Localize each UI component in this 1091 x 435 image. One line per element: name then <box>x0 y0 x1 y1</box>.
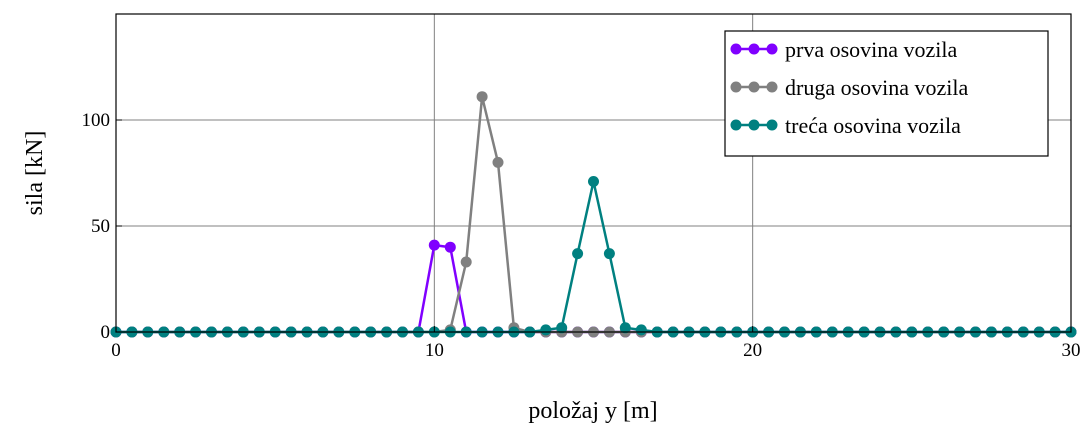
x-tick-label: 0 <box>111 340 121 361</box>
legend-swatch-marker <box>748 81 760 93</box>
data-point <box>588 176 599 187</box>
data-point <box>428 239 440 251</box>
legend-label: prva osovina vozila <box>785 37 958 62</box>
legend-label: treća osovina vozila <box>785 113 961 138</box>
data-point <box>619 322 631 334</box>
legend-entry: prva osovina vozila <box>730 37 958 62</box>
x-tick-label: 10 <box>425 340 444 361</box>
legend-swatch-marker <box>766 43 778 55</box>
legend: prva osovina vozila druga osovina vozila t… <box>724 30 1049 157</box>
legend-swatch-marker <box>730 119 742 131</box>
legend-entry: treća osovina vozila <box>730 113 961 138</box>
legend-swatch-marker <box>766 81 778 93</box>
legend-swatch-marker <box>748 43 760 55</box>
legend-entry: druga osovina vozila <box>730 75 969 100</box>
y-axis-title: sila [kN] <box>22 131 48 216</box>
plot-area-border <box>115 13 1072 333</box>
data-point <box>603 248 615 260</box>
legend-box <box>724 30 1049 157</box>
data-point <box>556 322 568 334</box>
data-point <box>572 248 584 260</box>
data-point <box>476 91 488 103</box>
x-axis-title: položaj y [m] <box>528 398 657 424</box>
y-tick-label: 0 <box>101 322 111 343</box>
data-point <box>492 156 504 168</box>
data-point <box>540 324 552 336</box>
axis-ticks: 0 10 20 30 0 50 100 <box>82 110 1081 361</box>
y-tick-label: 100 <box>82 110 111 131</box>
data-point <box>444 241 456 253</box>
x-tick-label: 30 <box>1062 340 1081 361</box>
legend-swatch-marker <box>748 119 760 131</box>
legend-swatch-marker <box>730 81 742 93</box>
data-point <box>635 324 647 336</box>
y-tick-label: 50 <box>91 216 110 237</box>
legend-label: druga osovina vozila <box>785 75 969 100</box>
data-point <box>460 256 472 268</box>
legend-swatch-marker <box>730 43 742 55</box>
x-tick-label: 20 <box>743 340 762 361</box>
legend-swatch-marker <box>766 119 778 131</box>
